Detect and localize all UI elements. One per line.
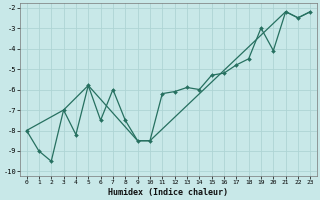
- X-axis label: Humidex (Indice chaleur): Humidex (Indice chaleur): [108, 188, 228, 197]
